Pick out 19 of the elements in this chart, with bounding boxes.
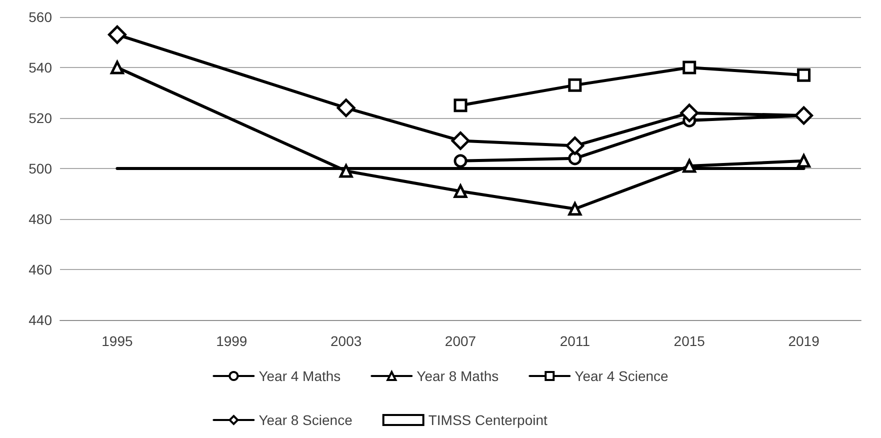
x-tick-label: 1995	[102, 333, 133, 349]
legend-label: Year 4 Maths	[258, 368, 341, 384]
legend-label: Year 8 Science	[258, 412, 353, 428]
x-tick-label: 2011	[560, 333, 590, 349]
y-tick-label: 460	[28, 262, 52, 278]
y-tick-label: 440	[28, 312, 52, 328]
y-tick-label: 520	[28, 110, 52, 126]
x-tick-label: 2007	[444, 333, 476, 349]
y-tick-label: 540	[28, 60, 52, 76]
y-tick-label: 560	[28, 9, 52, 25]
x-tick-label: 2019	[788, 333, 820, 349]
x-tick-label: 2003	[330, 333, 362, 349]
legend-label: Year 8 Maths	[416, 368, 499, 384]
x-tick-label: 2015	[674, 333, 706, 349]
y-tick-label: 500	[28, 160, 52, 176]
y-tick-label: 480	[28, 211, 52, 227]
x-tick-label: 1999	[216, 333, 248, 349]
legend-label: Year 4 Science	[574, 368, 669, 384]
legend-label: TIMSS Centerpoint	[428, 412, 548, 428]
